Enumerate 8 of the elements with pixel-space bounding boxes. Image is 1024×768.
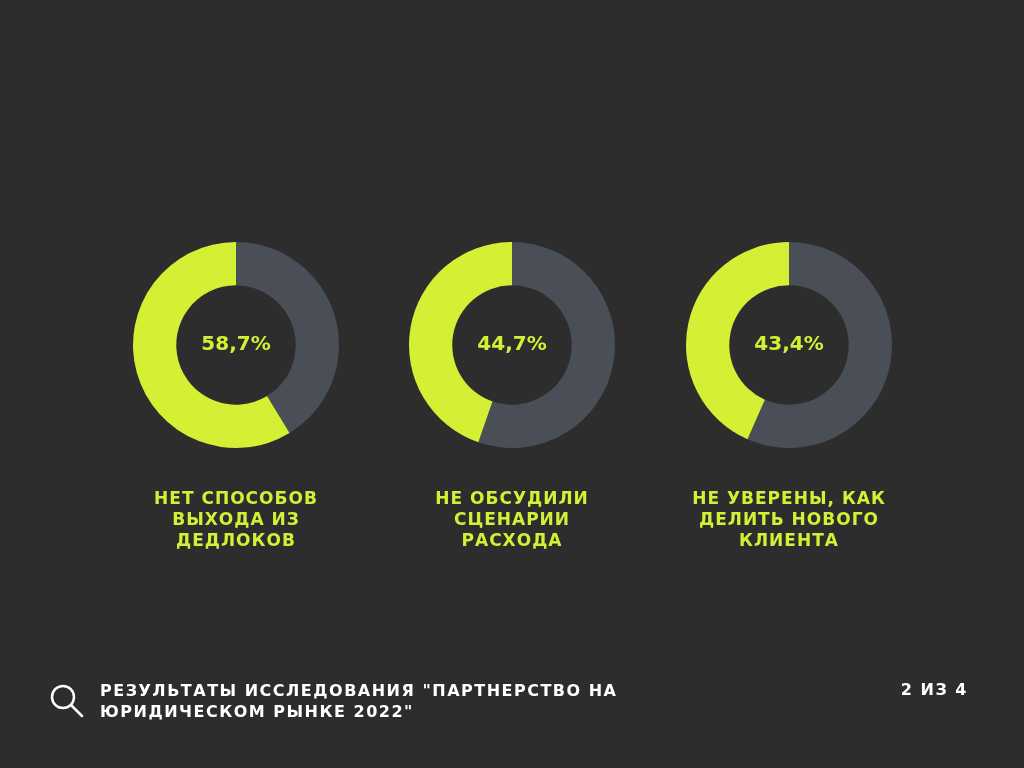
text: НЕ УВЕРЕНЫ, КАК ДЕЛИТЬ НОВОГО КЛИЕНТА [691,488,887,551]
text: 2 ИЗ 4 [900,680,968,699]
data-label: 43,4% [754,331,824,356]
text: РЕЗУЛЬТАТЫ ИССЛЕДОВАНИЯ "ПАРТНЕРСТВО НА ЮРИДИЧЕСКОМ РЫНКЕ 2022" [100,680,619,722]
text: НЕ ОБСУДИЛИ СЦЕНАРИИ РАСХОДА [434,488,590,551]
data-label: 44,7% [477,331,547,356]
text: НЕТ СПОСОБОВ ВЫХОДА ИЗ ДЕДЛОКОВ [153,488,319,551]
data-label: 58,7% [201,331,271,356]
